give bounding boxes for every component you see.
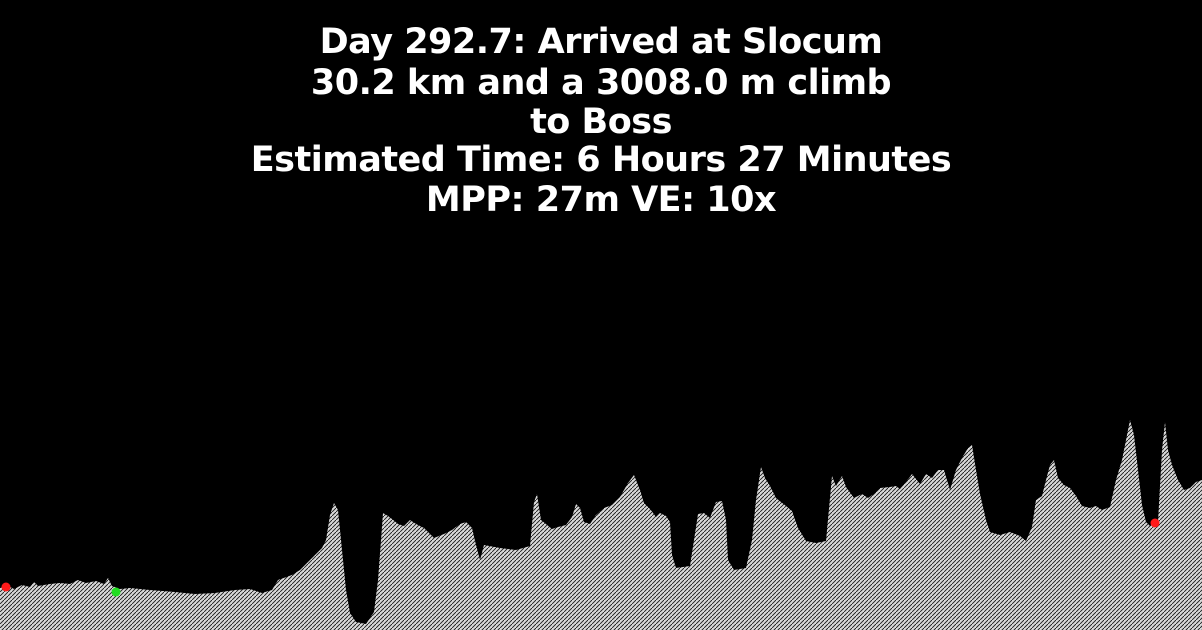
distance-climb-text: 30.2 km and a 3008.0 m climb [310,63,892,103]
trip-summary: Day 292.7: Arrived at Slocum 30.2 km and… [0,22,1202,221]
destination-marker [1150,518,1160,528]
destination-text: to Boss [530,102,672,142]
terrain-silhouette [0,420,1202,630]
start-marker [1,582,11,592]
current-position-marker [111,587,121,597]
estimated-time-text: Estimated Time: 6 Hours 27 Minutes [250,140,952,180]
day-status-title: Day 292.7: Arrived at Slocum [319,22,883,62]
mpp-ve-text: MPP: 27m VE: 10x [425,180,777,220]
